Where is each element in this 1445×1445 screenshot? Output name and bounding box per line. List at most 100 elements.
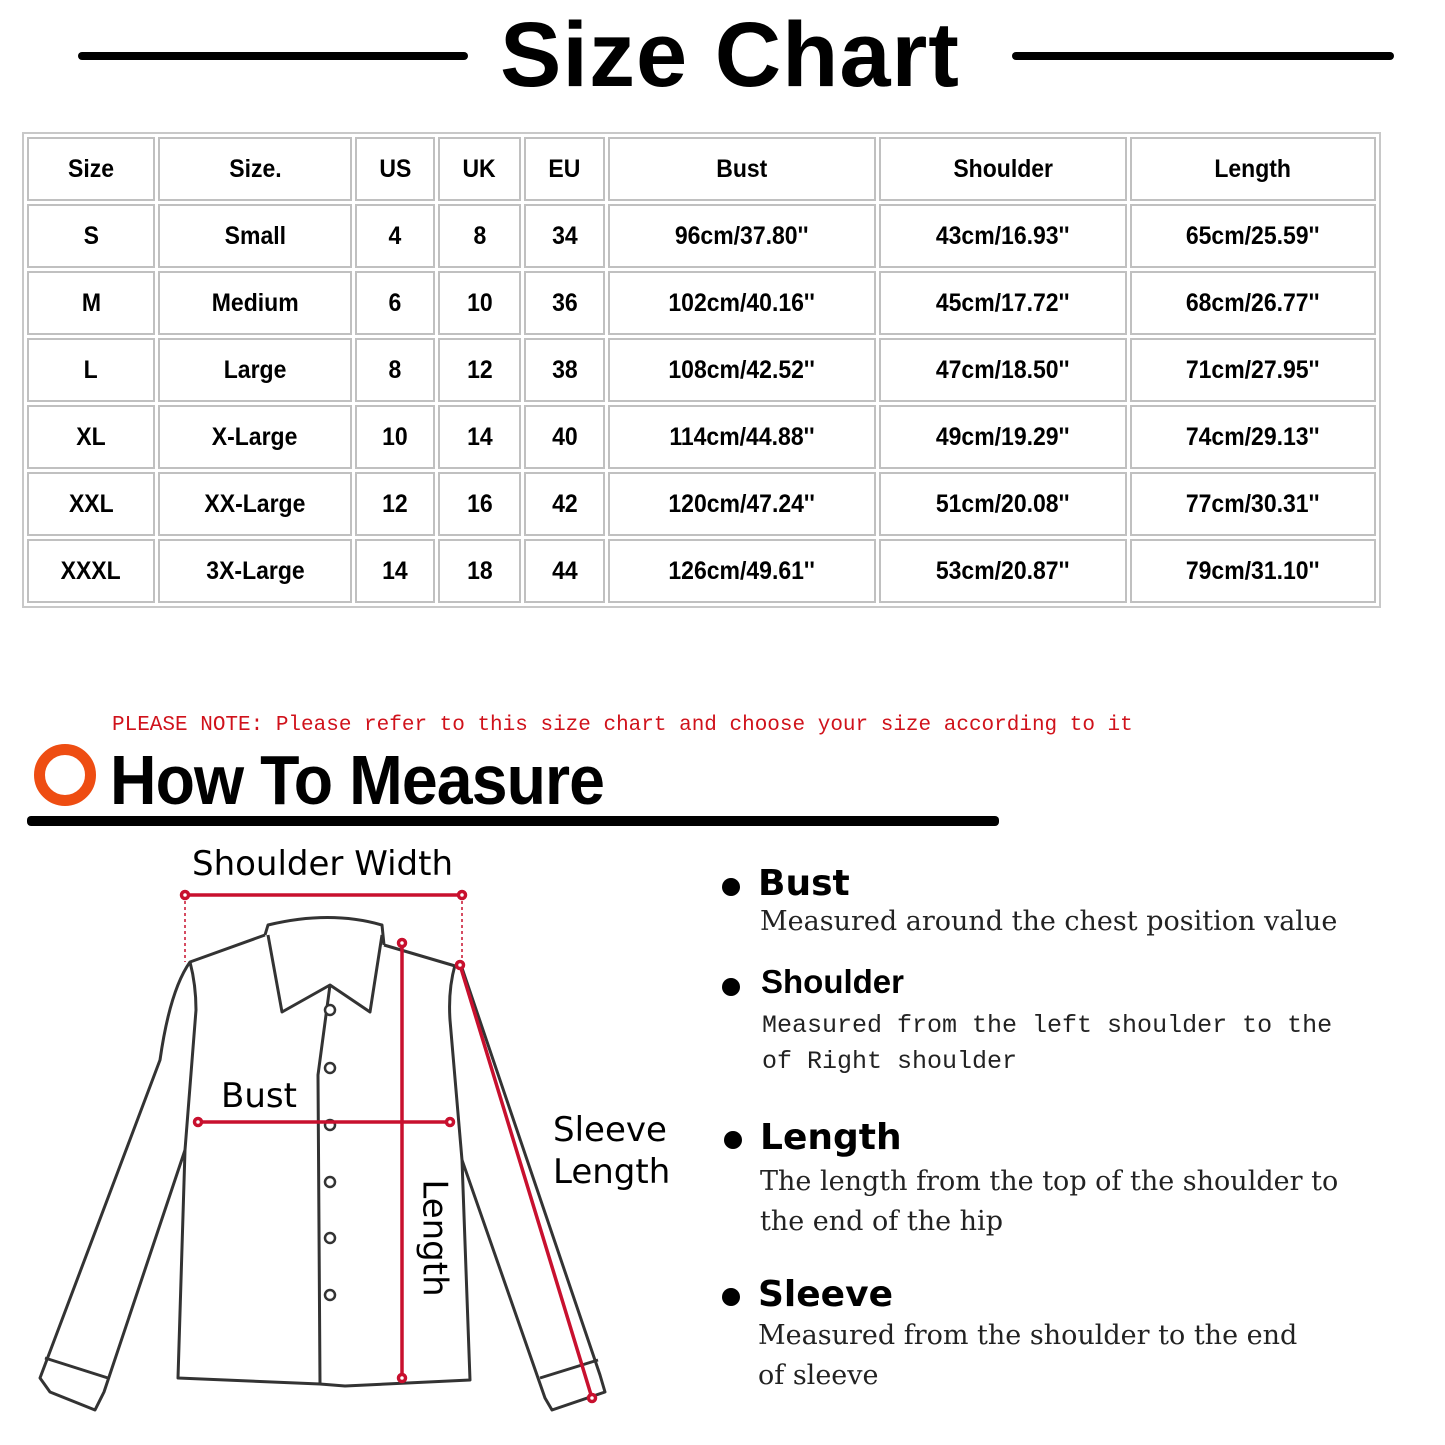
table-cell: 4 <box>355 204 435 268</box>
cell-text: Medium <box>211 288 299 317</box>
title-rule-left <box>78 52 468 60</box>
table-row: L Large 8 12 38 108cm/42.52'' 47cm/18.50'' 71cm… <box>27 338 1376 402</box>
table-cell: 34 <box>524 204 605 268</box>
bullet-icon <box>722 878 740 896</box>
table-cell: 68cm/26.77'' <box>1130 271 1376 335</box>
table-row: XL X-Large 10 14 40 114cm/44.88'' 49cm/19.29''… <box>27 405 1376 469</box>
table-cell: XL <box>27 405 155 469</box>
cell-text: UK <box>462 154 497 183</box>
ring-bullet-icon <box>34 744 96 806</box>
cell-text: 74cm/29.13'' <box>1186 422 1320 451</box>
size-table: Size Size. US UK EU Bust Shoulder Length S Small 4… <box>22 132 1381 608</box>
page-title: Size Chart <box>500 4 960 106</box>
table-cell: 8 <box>438 204 521 268</box>
table-cell: 6 <box>355 271 435 335</box>
shirt-body-outline <box>38 933 607 1412</box>
item-length-heading: Length <box>760 1117 902 1158</box>
table-cell: Small <box>158 204 352 268</box>
please-note: PLEASE NOTE: Please refer to this size c… <box>112 714 1133 737</box>
table-cell: 108cm/42.52'' <box>608 338 876 402</box>
cell-text: 42 <box>551 489 578 518</box>
item-sleeve-desc-1: Measured from the shoulder to the end <box>758 1320 1298 1351</box>
cell-text: Bust <box>716 154 768 183</box>
cell-text: 51cm/20.08'' <box>936 489 1070 518</box>
cell-text: 71cm/27.95'' <box>1186 355 1320 384</box>
table-cell: Shoulder <box>879 137 1127 201</box>
table-row: XXXL 3X-Large 14 18 44 126cm/49.61'' 53cm/20.8… <box>27 539 1376 603</box>
table-cell: Large <box>158 338 352 402</box>
item-shoulder-heading: Shoulder <box>761 963 905 1000</box>
cell-text: 47cm/18.50'' <box>936 355 1070 384</box>
cell-text: 96cm/37.80'' <box>675 221 809 250</box>
table-cell: 53cm/20.87'' <box>879 539 1127 603</box>
shirt-right-seam <box>448 964 464 1161</box>
item-shoulder-desc-1: Measured from the left shoulder to the <box>762 1011 1333 1040</box>
cell-text: 79cm/31.10'' <box>1186 556 1320 585</box>
item-bust-heading: Bust <box>758 863 850 904</box>
table-cell: XXXL <box>27 539 155 603</box>
sleeve-line <box>458 964 594 1399</box>
item-sleeve-desc-2: of sleeve <box>758 1360 879 1391</box>
cell-text: 6 <box>388 288 402 317</box>
cell-text: 8 <box>473 221 486 250</box>
item-length-desc-1: The length from the top of the shoulder … <box>760 1166 1339 1197</box>
table-cell: 45cm/17.72'' <box>879 271 1127 335</box>
cell-text: 126cm/49.61'' <box>668 556 816 585</box>
cell-text: 102cm/40.16'' <box>668 288 816 317</box>
cell-text: L <box>83 355 99 384</box>
table-cell: Size <box>27 137 155 201</box>
cell-text: 12 <box>382 489 408 518</box>
table-cell: 14 <box>438 405 521 469</box>
cell-text: 8 <box>388 355 402 384</box>
cell-text: 36 <box>551 288 578 317</box>
cell-text: XXXL <box>60 556 122 585</box>
table-cell: EU <box>524 137 605 201</box>
table-cell: 12 <box>355 472 435 536</box>
cell-text: XL <box>76 422 106 451</box>
table-cell: Bust <box>608 137 876 201</box>
cell-text: XXL <box>68 489 114 518</box>
cell-text: 14 <box>466 422 493 451</box>
table-cell: 44 <box>524 539 605 603</box>
shirt-left-seam <box>183 961 198 1151</box>
cell-text: XX-Large <box>204 489 306 518</box>
item-length-desc-2: the end of the hip <box>760 1206 1003 1237</box>
item-sleeve-heading: Sleeve <box>758 1274 893 1315</box>
table-cell: M <box>27 271 155 335</box>
table-cell: X-Large <box>158 405 352 469</box>
table-cell: 12 <box>438 338 521 402</box>
table-cell: 96cm/37.80'' <box>608 204 876 268</box>
table-cell: 79cm/31.10'' <box>1130 539 1376 603</box>
cell-text: 53cm/20.87'' <box>936 556 1070 585</box>
table-cell: UK <box>438 137 521 201</box>
cell-text: S <box>83 221 99 250</box>
table-header-row: Size Size. US UK EU Bust Shoulder Length <box>27 137 1376 201</box>
label-shoulder-width: Shoulder Width <box>192 844 453 884</box>
item-shoulder-desc-2: of Right shoulder <box>762 1047 1018 1076</box>
table-cell: 42 <box>524 472 605 536</box>
cell-text: Large <box>223 355 287 384</box>
table-cell: 77cm/30.31'' <box>1130 472 1376 536</box>
table-cell: 65cm/25.59'' <box>1130 204 1376 268</box>
table-cell: Medium <box>158 271 352 335</box>
cell-text: 34 <box>551 221 578 250</box>
left-cuff <box>44 1356 109 1380</box>
cell-text: 44 <box>551 556 578 585</box>
cell-text: 77cm/30.31'' <box>1186 489 1320 518</box>
cell-text: 16 <box>466 489 493 518</box>
cell-text: 38 <box>551 355 578 384</box>
table-cell: 38 <box>524 338 605 402</box>
table-cell: 10 <box>355 405 435 469</box>
cell-text: 18 <box>466 556 493 585</box>
table-cell: 8 <box>355 338 435 402</box>
cell-text: EU <box>548 154 581 183</box>
table-cell: 10 <box>438 271 521 335</box>
cell-text: US <box>379 154 411 183</box>
label-bust: Bust <box>221 1076 297 1116</box>
item-bust-desc: Measured around the chest position value <box>760 906 1338 937</box>
cell-text: 10 <box>466 288 493 317</box>
table-row: XXL XX-Large 12 16 42 120cm/47.24'' 51cm/20.08… <box>27 472 1376 536</box>
table-cell: 102cm/40.16'' <box>608 271 876 335</box>
table-cell: 16 <box>438 472 521 536</box>
cell-text: 49cm/19.29'' <box>936 422 1070 451</box>
